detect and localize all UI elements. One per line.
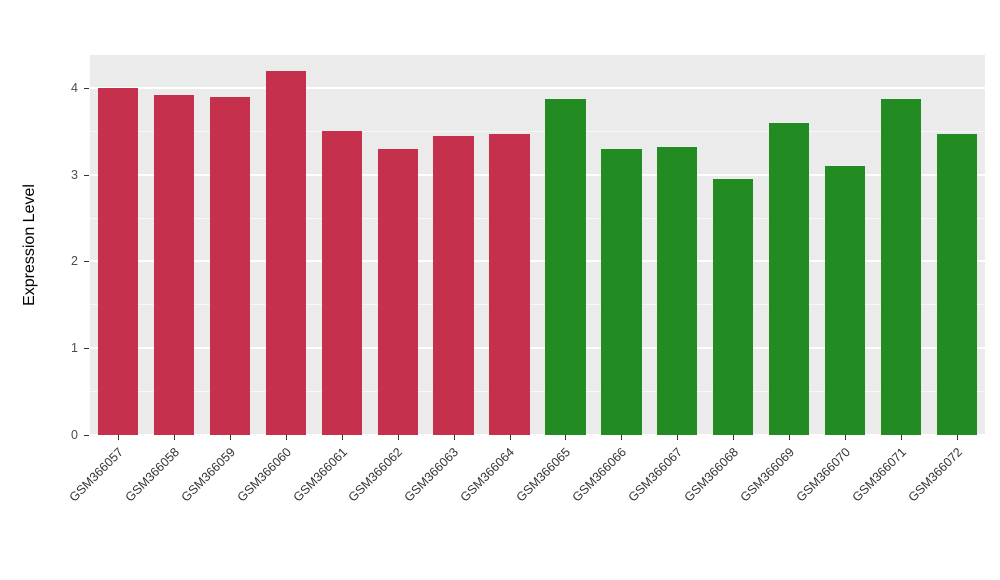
x-tick-mark [397,435,399,440]
gridline-minor [90,217,985,219]
bar-GSM366060 [265,70,306,435]
bar-GSM366070 [825,166,866,435]
bar-GSM366061 [321,131,362,435]
x-tick-mark [621,435,623,440]
x-tick-mark [509,435,511,440]
gridline-major [90,173,985,176]
x-tick-mark [341,435,343,440]
x-tick-label: GSM366058 [122,445,182,505]
x-tick-mark [117,435,119,440]
x-tick-label: GSM366068 [681,445,742,505]
bar-GSM366057 [97,87,139,435]
x-tick-label: GSM366065 [513,445,574,505]
y-tick-mark [84,87,89,89]
x-tick-label: GSM366062 [346,445,406,505]
bar-GSM366059 [209,96,250,435]
x-tick-mark [453,435,455,440]
gridline-minor [90,130,985,132]
bar-GSM366063 [433,135,474,435]
x-tick-label: GSM366070 [793,445,854,505]
x-tick-mark [733,435,735,440]
y-tick-label: 4 [71,80,78,95]
bar-GSM366071 [880,99,922,435]
gridline-minor [90,304,985,306]
y-tick-mark [84,348,89,350]
gridline-major [90,434,985,436]
y-tick-label: 1 [71,341,78,356]
x-tick-label: GSM366069 [737,445,798,505]
y-tick-label: 3 [71,167,78,182]
x-tick-mark [285,435,287,440]
plot-area [90,55,985,436]
bar-GSM366064 [489,133,530,435]
bar-GSM366069 [769,122,810,435]
x-tick-label: GSM366064 [457,445,518,505]
bar-GSM366058 [153,94,195,435]
bar-GSM366066 [601,148,642,435]
y-tick-label: 2 [71,254,78,269]
bar-GSM366062 [377,148,418,435]
x-tick-label: GSM366061 [290,445,350,505]
x-tick-mark [789,435,791,440]
bar-GSM366068 [713,179,754,435]
x-tick-label: GSM366066 [569,445,630,505]
x-tick-mark [677,435,679,440]
x-tick-label: GSM366072 [905,445,965,505]
bar-GSM366072 [936,133,978,435]
bar-GSM366065 [545,99,586,435]
x-tick-label: GSM366063 [401,445,462,505]
y-tick-mark [84,435,89,436]
y-tick-label: 0 [71,428,78,442]
x-tick-label: GSM366071 [849,445,909,505]
gridline-major [90,260,985,263]
x-tick-mark [229,435,231,440]
x-tick-mark [901,435,903,440]
x-tick-label: GSM366059 [178,445,238,505]
x-tick-mark [845,435,847,440]
gridline-major [90,347,985,350]
y-tick-mark [84,174,89,176]
y-axis-title: Expression Level [21,184,38,306]
x-tick-mark [565,435,567,440]
x-tick-label: GSM366057 [66,445,126,505]
gridline-major [90,86,985,89]
bar-GSM366067 [657,146,698,435]
x-tick-label: GSM366067 [625,445,686,505]
x-tick-mark [957,435,959,440]
y-tick-mark [84,261,89,263]
gridline-minor [90,391,985,393]
x-tick-mark [173,435,175,440]
x-tick-label: GSM366060 [234,445,294,505]
